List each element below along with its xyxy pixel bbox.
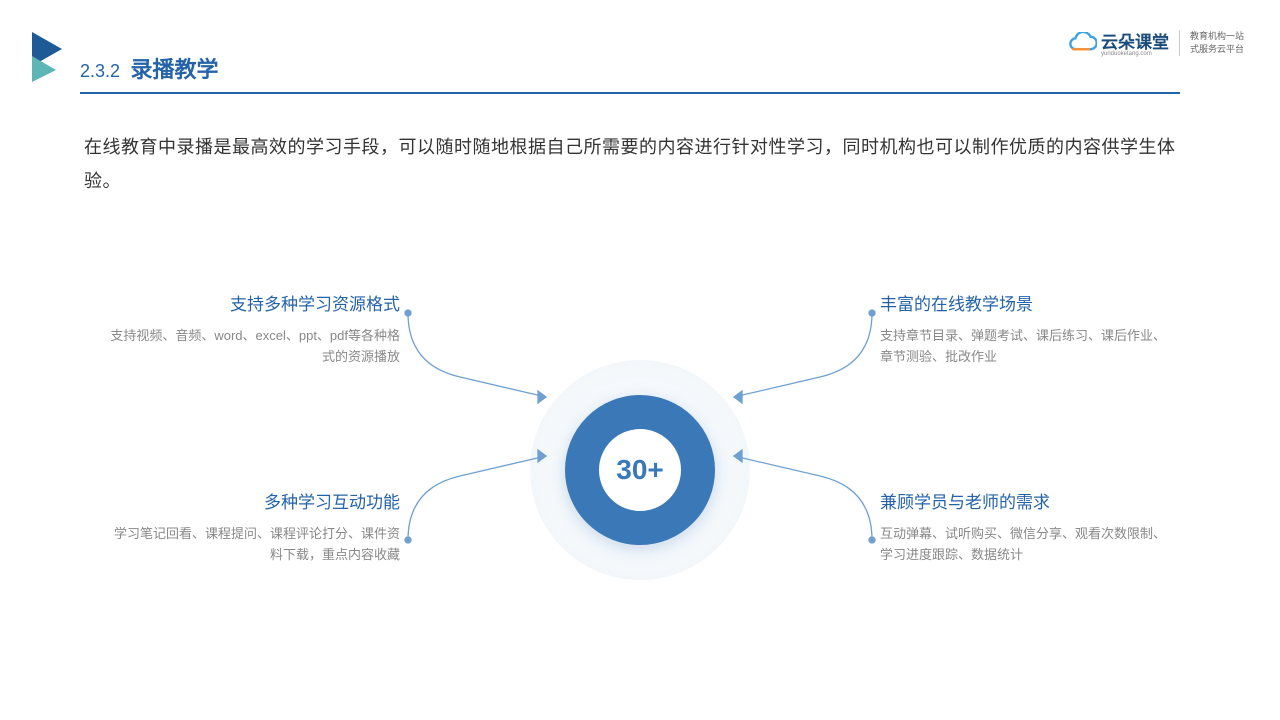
feature-title: 丰富的在线教学场景	[880, 290, 1170, 315]
section-number: 2.3.2	[80, 61, 120, 81]
feature-top-left: 支持多种学习资源格式 支持视频、音频、word、excel、ppt、pdf等各种…	[110, 290, 400, 367]
connector-tl	[400, 305, 560, 405]
feature-title: 多种学习互动功能	[110, 488, 400, 513]
connector-bl	[400, 448, 560, 548]
cloud-icon	[1065, 32, 1097, 54]
feature-desc: 支持章节目录、弹题考试、课后练习、课后作业、章节测验、批改作业	[880, 325, 1170, 367]
connector-br	[720, 448, 880, 548]
feature-bottom-left: 多种学习互动功能 学习笔记回看、课程提问、课程评论打分、课件资料下载，重点内容收…	[110, 488, 400, 565]
feature-top-right: 丰富的在线教学场景 支持章节目录、弹题考试、课后练习、课后作业、章节测验、批改作…	[880, 290, 1170, 367]
section-title: 录播教学	[131, 57, 219, 82]
connector-tr	[720, 305, 880, 405]
feature-desc: 支持视频、音频、word、excel、ppt、pdf等各种格式的资源播放	[110, 325, 400, 367]
intro-paragraph: 在线教育中录播是最高效的学习手段，可以随时随地根据自己所需要的内容进行针对性学习…	[0, 94, 1280, 198]
center-value: 30+	[616, 454, 664, 486]
feature-desc: 学习笔记回看、课程提问、课程评论打分、课件资料下载，重点内容收藏	[110, 523, 400, 565]
brand-logo: 云朵课堂 yunduoketang.com 教育机构一站 式服务云平台	[1065, 28, 1244, 57]
center-circle: 30+	[530, 360, 750, 580]
feature-diagram: 30+ 支持多种学习资源格式 支持视频、音频、word、excel、ppt、pd…	[0, 260, 1280, 680]
title-underline	[80, 92, 1180, 94]
brand-url: yunduoketang.com	[1101, 51, 1169, 57]
logo-divider	[1179, 30, 1180, 56]
feature-title: 支持多种学习资源格式	[110, 290, 400, 315]
brand-name: 云朵课堂	[1101, 28, 1169, 53]
feature-title: 兼顾学员与老师的需求	[880, 488, 1170, 513]
brand-tagline: 教育机构一站 式服务云平台	[1190, 30, 1244, 56]
feature-bottom-right: 兼顾学员与老师的需求 互动弹幕、试听购买、微信分享、观看次数限制、学习进度跟踪、…	[880, 488, 1170, 565]
feature-desc: 互动弹幕、试听购买、微信分享、观看次数限制、学习进度跟踪、数据统计	[880, 523, 1170, 565]
play-icon	[32, 32, 74, 82]
